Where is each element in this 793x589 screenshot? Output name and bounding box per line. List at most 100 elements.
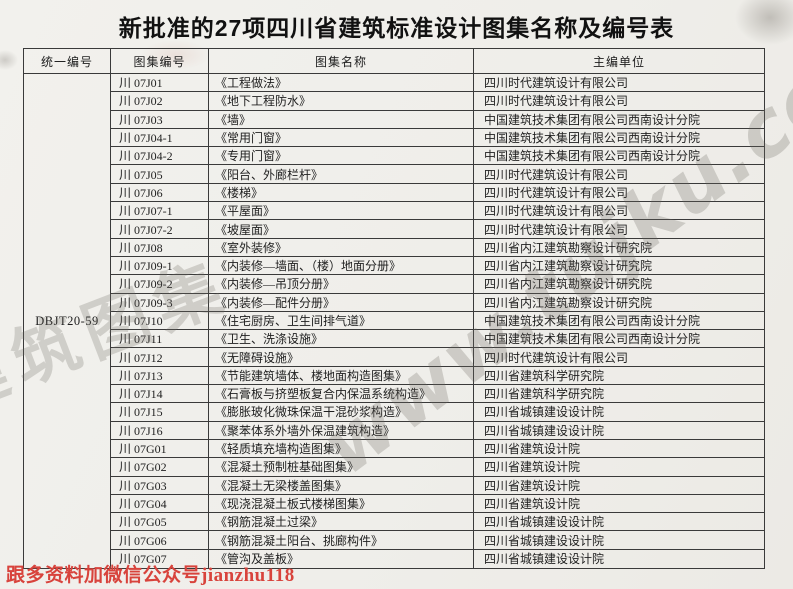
atlas-name-cell: 《石膏板与挤塑板复合内保温系统构造》 (209, 385, 474, 403)
table-row: 川 07J05 《阳台、外廊栏杆》 四川时代建筑设计有限公司 (111, 165, 764, 184)
atlas-code-cell: 川 07J14 (111, 385, 209, 403)
table-row: 川 07G04 《现浇混凝土板式楼梯图集》 四川省建筑设计院 (111, 494, 764, 514)
atlas-code-cell: 川 07J16 (111, 421, 209, 439)
atlas-table: 统一编号 图集编号 图集名称 主编单位 DBJT20-59 川 07J01 《工… (23, 48, 765, 570)
atlas-code-cell: 川 07J10 (111, 311, 209, 330)
chief-editor-org-cell: 四川省建筑设计院 (484, 442, 581, 457)
chief-editor-org-cell: 四川省城镇建设设计院 (484, 552, 605, 567)
atlas-name-cell: 《常用门窗》 (209, 128, 474, 147)
chief-editor-org-cell: 四川省建筑科学研究院 (484, 387, 605, 402)
chief-editor-org-cell: 四川省城镇建设设计院 (484, 423, 605, 438)
chief-editor-org-cell: 四川时代建筑设计有限公司 (484, 204, 629, 219)
chief-editor-org-cell: 四川时代建筑设计有限公司 (484, 76, 629, 91)
atlas-code-cell: 川 07J08 (111, 238, 209, 256)
table-row: 川 07J09-3 《内装修—配件分册》 四川省内江建筑勘察设计研究院 (111, 293, 764, 312)
table-row: 川 07J15 《膨胀玻化微珠保温干混砂浆构造》 四川省城镇建设设计院 (111, 403, 764, 422)
table-row: 川 07J09-1 《内装修—墙面、（楼）地面分册》 四川省内江建筑勘察设计研究… (111, 256, 764, 276)
atlas-name-cell: 《卫生、洗涤设施》 (209, 330, 474, 348)
atlas-name-cell: 《室外装修》 (209, 238, 474, 256)
table-row: 川 07G07 《管沟及盖板》 四川省城镇建设设计院 (111, 549, 764, 569)
chief-editor-org-cell: 四川省建筑设计院 (484, 460, 581, 475)
table-row: 川 07J11 《卫生、洗涤设施》 中国建筑技术集团有限公司西南设计分院 (111, 330, 764, 349)
atlas-code-cell: 川 07G03 (111, 476, 209, 494)
table-row: 川 07G02 《混凝土预制桩基础图集》 四川省建筑设计院 (111, 458, 764, 477)
table-body: DBJT20-59 川 07J01 《工程做法》 四川时代建筑设计有限公司 川 … (24, 74, 764, 569)
table-row: 川 07J04-1 《常用门窗》 中国建筑技术集团有限公司西南设计分院 (111, 128, 764, 148)
atlas-code-cell: 川 07J02 (111, 92, 209, 110)
chief-editor-org-cell: 四川省内江建筑勘察设计研究院 (484, 277, 653, 292)
atlas-name-cell: 《膨胀玻化微珠保温干混砂浆构造》 (209, 403, 474, 421)
header-atlas-name: 图集名称 (209, 49, 474, 73)
chief-editor-org-cell: 四川时代建筑设计有限公司 (484, 167, 629, 182)
table-row: 川 07G06 《钢筋混凝土阳台、挑廊构件》 四川省城镇建设设计院 (111, 531, 764, 550)
atlas-code-cell: 川 07J09-2 (111, 275, 209, 293)
atlas-code-cell: 川 07G06 (111, 531, 209, 549)
table-row: 川 07J09-2 《内装修—吊顶分册》 四川省内江建筑勘察设计研究院 (111, 275, 764, 294)
atlas-name-cell: 《节能建筑墙体、楼地面构造图集》 (209, 366, 474, 385)
atlas-name-cell: 《聚苯体系外墙外保温建筑构造》 (209, 421, 474, 439)
footer-promo-note: 跟多资料加微信公众号jianzhu118 (6, 565, 295, 586)
chief-editor-org-cell: 中国建筑技术集团有限公司西南设计分院 (484, 314, 701, 328)
table-row: 川 07J07-1 《平屋面》 四川时代建筑设计有限公司 (111, 202, 764, 221)
chief-editor-org-cell: 中国建筑技术集团有限公司西南设计分院 (484, 149, 701, 164)
atlas-code-cell: 川 07G05 (111, 513, 209, 531)
atlas-code-cell: 川 07J09-1 (111, 256, 209, 275)
atlas-code-cell: 川 07J09-3 (111, 293, 209, 311)
atlas-name-cell: 《楼梯》 (209, 183, 474, 202)
table-row: 川 07J06 《楼梯》 四川时代建筑设计有限公司 (111, 183, 764, 203)
atlas-code-cell: 川 07J01 (111, 74, 209, 92)
table-row: 川 07J08 《室外装修》 四川省内江建筑勘察设计研究院 (111, 238, 764, 257)
atlas-code-cell: 川 07J05 (111, 165, 209, 183)
table-row: 川 07J02 《地下工程防水》 四川时代建筑设计有限公司 (111, 92, 764, 111)
atlas-name-cell: 《内装修—配件分册》 (209, 293, 474, 311)
chief-editor-org-cell: 中国建筑技术集团有限公司西南设计分院 (484, 131, 701, 146)
chief-editor-org-cell: 四川省内江建筑勘察设计研究院 (484, 295, 653, 310)
table-row: 川 07G03 《混凝土无梁楼盖图集》 四川省建筑设计院 (111, 476, 764, 495)
atlas-name-cell: 《现浇混凝土板式楼梯图集》 (209, 494, 474, 513)
atlas-name-cell: 《墙》 (209, 110, 474, 128)
atlas-name-cell: 《地下工程防水》 (209, 92, 474, 110)
chief-editor-org-cell: 中国建筑技术集团有限公司西南设计分院 (484, 112, 701, 127)
atlas-code-cell: 川 07G07 (111, 549, 209, 569)
header-unified-number: 统一编号 (24, 49, 111, 73)
header-atlas-code: 图集编号 (111, 49, 209, 73)
table-row: 川 07J14 《石膏板与挤塑板复合内保温系统构造》 四川省建筑科学研究院 (111, 385, 764, 404)
table-header-row: 统一编号 图集编号 图集名称 主编单位 (24, 49, 764, 74)
table-row: 川 07J13 《节能建筑墙体、楼地面构造图集》 四川省建筑科学研究院 (111, 366, 764, 386)
chief-editor-org-cell: 四川省城镇建设设计院 (484, 533, 605, 548)
atlas-code-cell: 川 07J13 (111, 366, 209, 385)
page-title: 新批准的27项四川省建筑标准设计图集名称及编号表 (118, 15, 675, 41)
table-row: 川 07J07-2 《坡屋面》 四川时代建筑设计有限公司 (111, 220, 764, 239)
atlas-code-cell: 川 07G02 (111, 458, 209, 476)
atlas-name-cell: 《坡屋面》 (209, 220, 474, 238)
atlas-code-cell: 川 07J06 (111, 183, 209, 202)
chief-editor-org-cell: 四川省建筑科学研究院 (484, 368, 605, 383)
chief-editor-org-cell: 四川时代建筑设计有限公司 (484, 185, 629, 200)
chief-editor-org-cell: 四川时代建筑设计有限公司 (484, 350, 629, 365)
atlas-code-cell: 川 07G04 (111, 494, 209, 513)
scan-artifact-edge (0, 50, 18, 70)
atlas-code-cell: 川 07J04-2 (111, 147, 209, 165)
atlas-name-cell: 《工程做法》 (209, 74, 474, 92)
atlas-name-cell: 《住宅厨房、卫生间排气道》 (209, 311, 474, 330)
table-row: 川 07J01 《工程做法》 四川时代建筑设计有限公司 (111, 74, 764, 93)
chief-editor-org-cell: 四川省内江建筑勘察设计研究院 (484, 259, 653, 274)
table-rows: 川 07J01 《工程做法》 四川时代建筑设计有限公司 川 07J02 《地下工… (111, 74, 764, 569)
atlas-name-cell: 《混凝土预制桩基础图集》 (209, 458, 474, 476)
chief-editor-org-cell: 四川省建筑设计院 (484, 478, 581, 493)
atlas-code-cell: 川 07J03 (111, 110, 209, 128)
chief-editor-org-cell: 四川省内江建筑勘察设计研究院 (484, 240, 653, 255)
table-row: 川 07J04-2 《专用门窗》 中国建筑技术集团有限公司西南设计分院 (111, 147, 764, 166)
atlas-name-cell: 《内装修—墙面、（楼）地面分册》 (209, 256, 474, 275)
atlas-name-cell: 《平屋面》 (209, 202, 474, 220)
atlas-name-cell: 《轻质填充墙构造图集》 (209, 439, 474, 458)
atlas-code-cell: 川 07G01 (111, 439, 209, 458)
chief-editor-org-cell: 四川时代建筑设计有限公司 (484, 222, 629, 237)
header-chief-editor-org: 主编单位 (592, 54, 645, 69)
table-row: 川 07J16 《聚苯体系外墙外保温建筑构造》 四川省城镇建设设计院 (111, 421, 764, 440)
table-row: 川 07J12 《无障碍设施》 四川时代建筑设计有限公司 (111, 348, 764, 367)
chief-editor-org-cell: 中国建筑技术集团有限公司西南设计分院 (484, 332, 701, 347)
atlas-name-cell: 《阳台、外廊栏杆》 (209, 165, 474, 183)
atlas-code-cell: 川 07J12 (111, 348, 209, 366)
